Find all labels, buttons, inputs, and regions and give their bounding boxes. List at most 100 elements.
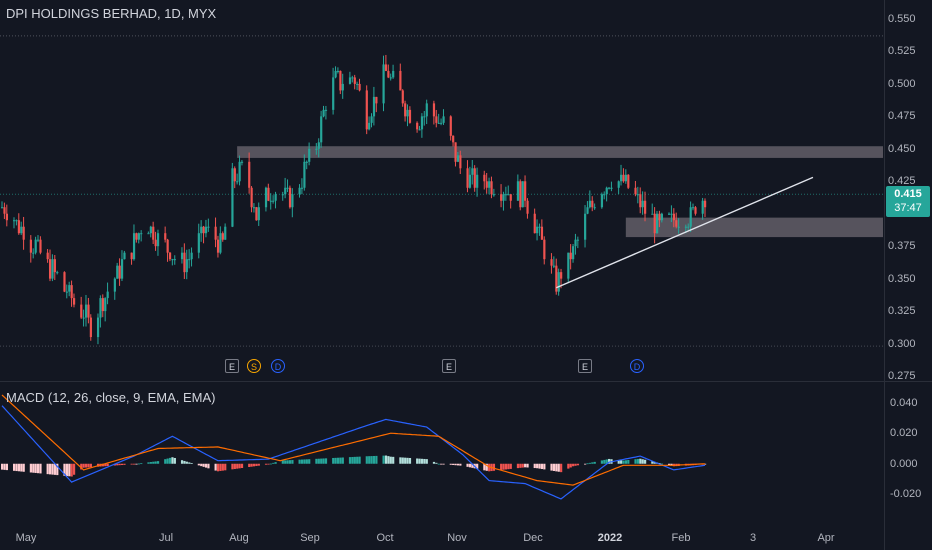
macd-histogram-bar [183,460,186,464]
candle-body [603,194,606,196]
macd-indicator-label[interactable]: MACD (12, 26, close, 9, EMA, EMA) [6,390,216,405]
macd-histogram-bar [200,463,203,467]
candle-body [320,116,323,143]
candle-body [543,239,546,260]
candle-body [437,122,440,124]
pane-separator[interactable] [0,381,932,382]
macd-pane [1,394,707,500]
candle-body [284,187,287,195]
candle-body [689,207,692,227]
candle-body [423,116,426,118]
macd-histogram-bar [507,463,510,470]
price-tick-label: 0.350 [888,272,916,285]
candle-body [173,259,176,261]
macd-histogram-bar [502,463,505,470]
candle-body [641,200,644,208]
candle-body [456,155,460,162]
split-marker[interactable]: S [247,359,261,373]
macd-histogram-bar [252,463,256,467]
macd-histogram-bar [437,463,440,465]
macd-histogram-bar [274,462,277,464]
candle-body [567,252,570,279]
macd-histogram-bar [137,463,140,465]
macd-histogram-bar [123,463,126,465]
candle-body [574,239,577,247]
candle-body [694,207,697,214]
macd-histogram-bar [351,456,354,464]
candle-body [113,278,116,292]
last-price-badge: 0.415 37:47 [886,186,930,217]
candle-body [668,213,671,215]
time-tick-label: Jul [158,532,174,544]
macd-histogram-bar [533,463,536,469]
candle-body [288,187,292,208]
candle-body [658,213,661,221]
horizontal-zones [237,146,883,238]
candle-body [560,272,563,279]
macd-histogram-bar [332,457,335,464]
macd-histogram-bar [519,463,522,468]
earnings-marker[interactable]: E [442,359,456,373]
candle-body [17,220,20,234]
macd-histogram-bar [423,458,426,464]
candle-body [154,239,157,247]
candle-body [82,317,85,319]
candle-body [65,291,68,293]
earnings-marker[interactable]: E [225,359,239,373]
support-zone [625,217,883,238]
candle-body [29,239,32,253]
macd-histogram-bar [308,459,311,464]
macd-histogram-bar [118,463,121,466]
price-tick-label: 0.375 [888,240,916,253]
candle-body [538,226,541,228]
price-tick-label: 0.500 [888,77,916,90]
macd-histogram-bar [435,462,438,464]
macd-histogram-bar [80,463,83,470]
macd-histogram-bar [231,463,234,470]
macd-histogram-bar [267,463,270,465]
candle-body [197,233,200,253]
price-tick-label: 0.275 [888,370,916,382]
macd-histogram-bar [536,463,539,469]
candle-body [123,252,126,260]
candle-body [286,187,289,189]
candle-body [12,220,16,222]
macd-histogram-bar [51,463,54,475]
symbol-title[interactable]: DPI HOLDINGS BERHAD, 1D, MYX [6,6,217,21]
candle-body [15,220,18,222]
candle-body [550,259,553,266]
earnings-marker[interactable]: E [578,359,592,373]
macd-histogram-bar [147,462,150,464]
macd-histogram-bar [168,457,172,464]
candle-body [68,285,71,292]
candle-body [135,233,138,240]
candle-body [166,239,169,253]
dividend-marker[interactable]: D [630,359,644,373]
candle-body [63,272,66,292]
macd-histogram-bar [584,463,587,465]
macd-histogram-bar [552,463,556,471]
candle-body [140,233,143,235]
macd-histogram-bar [538,463,541,469]
candle-body [32,252,35,254]
candle-body [392,70,395,78]
macd-histogram-bar [576,463,580,466]
macd-line [1,405,706,500]
macd-histogram-bar [180,460,184,464]
candle-body [200,226,203,234]
candle-body [233,168,236,182]
candle-body [485,181,488,188]
candle-body [1,207,4,209]
candle-body [238,161,241,182]
macd-histogram-bar [185,461,188,464]
macd-histogram-bar [605,459,608,464]
macd-histogram-bar [68,463,71,477]
candle-body [473,168,476,188]
macd-histogram-bar [149,462,152,464]
candle-body [99,298,102,318]
macd-histogram-bar [449,463,452,465]
candle-body [468,174,472,188]
macd-histogram-bar [456,463,460,466]
dividend-marker[interactable]: D [271,359,285,373]
